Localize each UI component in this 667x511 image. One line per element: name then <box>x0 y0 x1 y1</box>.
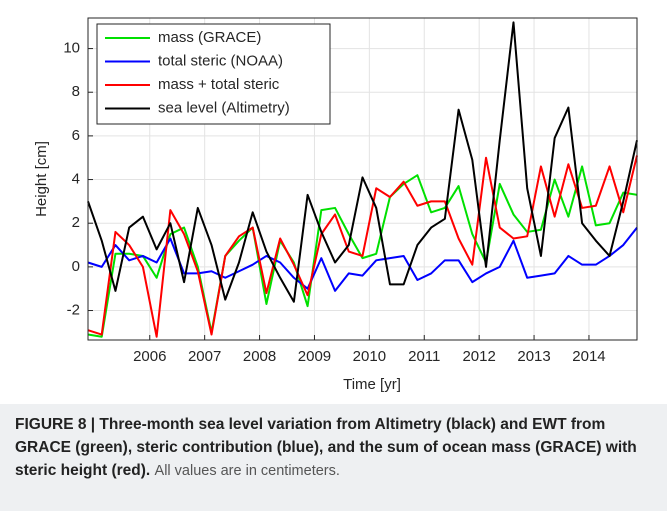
x-tick-label: 2009 <box>298 348 331 365</box>
y-tick-label: 8 <box>72 83 80 100</box>
x-tick-label: 2011 <box>408 348 440 365</box>
legend-label: mass (GRACE) <box>158 29 261 46</box>
plot-frame <box>87 17 638 341</box>
x-tick-label: 2013 <box>517 348 550 365</box>
y-tick-label: 6 <box>72 127 80 144</box>
caption: FIGURE 8 | Three-month sea level variati… <box>0 404 667 511</box>
x-tick-label: 2008 <box>243 348 276 365</box>
x-tick-label: 2012 <box>462 348 495 365</box>
legend-label: total steric (NOAA) <box>158 52 283 69</box>
legend: mass (GRACE) total steric (NOAA) mass + to… <box>96 23 331 125</box>
x-tick-label: 2007 <box>188 348 221 365</box>
caption-text: All values are in centimeters. <box>154 463 340 479</box>
y-tick-label: 4 <box>72 171 80 188</box>
y-axis-label: Height [cm] <box>33 141 50 217</box>
x-tick-label: 2014 <box>572 348 605 365</box>
legend-label: mass + total steric <box>158 76 280 93</box>
x-tick-label: 2006 <box>133 348 166 365</box>
legend-box <box>96 23 331 125</box>
y-tick-label: -2 <box>67 301 80 318</box>
y-tick-label: 0 <box>72 258 80 275</box>
legend-label: sea level (Altimetry) <box>158 99 290 116</box>
chart: Time [yr] Height [cm] -2 0 2 4 6 8 10 2006 2007 2… <box>33 17 638 393</box>
y-tick-label: 2 <box>72 214 80 231</box>
caption-title: FIGURE 8 | Three-month sea level variati… <box>15 416 637 479</box>
y-tick-label: 10 <box>63 40 80 57</box>
data-line <box>87 155 638 338</box>
data-line <box>87 21 638 303</box>
x-tick-label: 2010 <box>353 348 386 365</box>
x-axis-label: Time [yr] <box>343 376 401 393</box>
